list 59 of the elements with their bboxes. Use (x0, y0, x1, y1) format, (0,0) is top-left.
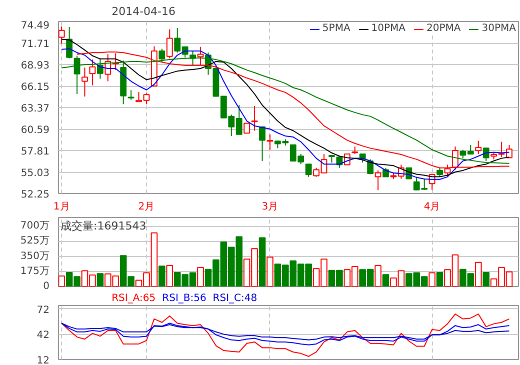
candlestick (244, 122, 250, 134)
candlestick (251, 106, 258, 132)
bar (474, 262, 482, 286)
legend-label: 20PMA (426, 23, 461, 34)
series-label: RSI_A:65 (112, 293, 156, 304)
bar (96, 273, 104, 286)
candlestick (475, 140, 482, 154)
candlestick (374, 170, 382, 191)
y-tick-label: 525万 (20, 236, 50, 247)
legend-label: 5PMA (322, 23, 350, 34)
y-tick-label: 52.25 (20, 190, 50, 200)
x-tick-label: 3月 (262, 202, 278, 212)
bar (482, 272, 490, 286)
bar (436, 272, 444, 286)
bar (58, 275, 65, 286)
bar (197, 267, 204, 286)
candlestick (66, 26, 73, 59)
chart-title: 成交量:1691543 (60, 220, 146, 232)
bar (258, 237, 266, 286)
candlestick (128, 90, 134, 100)
y-tick-label: 12 (36, 356, 50, 365)
line-series (61, 322, 510, 340)
y-tick-label: 72 (36, 304, 50, 316)
y-tick-label: 0 (43, 281, 50, 292)
candlestick (82, 67, 88, 98)
legend-label: 30PMA (482, 23, 516, 34)
y-tick-label: 68.93 (20, 60, 50, 72)
candlestick (89, 59, 96, 86)
text: RSI_C:48 (212, 293, 258, 304)
candlestick (266, 134, 274, 150)
legend-label: 10PMA (371, 23, 406, 34)
y-tick-label: 71.71 (20, 39, 50, 50)
bar (166, 264, 174, 286)
text: RSI_B:56 (162, 293, 206, 304)
y-tick-label: 60.59 (20, 125, 50, 136)
bar (266, 256, 274, 286)
candlestick (305, 164, 312, 178)
candlestick (166, 28, 173, 59)
y-tick-label: 66.15 (20, 82, 50, 93)
bar (374, 264, 382, 286)
y-tick-label: 55.03 (20, 168, 50, 179)
y-tick-label: 42 (36, 330, 50, 342)
x-tick-label: 4月 (424, 202, 440, 212)
x-tick-label: 1月 (53, 202, 70, 212)
bar (158, 266, 166, 286)
x-tick-label: 2月 (138, 202, 155, 212)
y-tick-label: 175万 (20, 266, 50, 277)
y-tick-label: 74.49 (20, 20, 50, 32)
chart-title: 2014-04-16 (112, 5, 176, 18)
y-tick-label: 700万 (20, 220, 50, 232)
line-series (61, 322, 510, 346)
candlestick (58, 26, 65, 44)
bar (428, 272, 436, 286)
y-tick-label: 350万 (20, 250, 50, 262)
y-tick-label: 63.37 (20, 104, 50, 114)
y-tick-label: 57.81 (20, 146, 50, 158)
bar (382, 274, 390, 286)
line-series (61, 314, 510, 357)
candlestick (259, 126, 266, 162)
